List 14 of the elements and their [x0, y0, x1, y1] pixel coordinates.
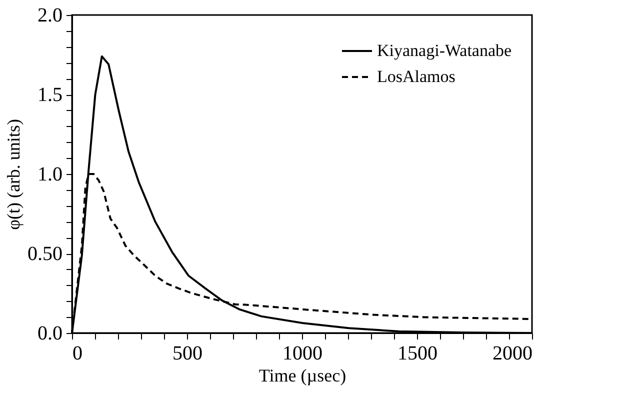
x-tick-label: 1500 [398, 342, 438, 364]
y-axis-title: φ(t) (arb. units) [4, 119, 24, 230]
y-tick-label: 0.50 [28, 243, 62, 265]
x-axis-title: Time (µsec) [258, 366, 346, 386]
y-tick-label: 1.5 [38, 84, 62, 106]
x-tick-label: 2000 [492, 342, 532, 364]
legend-label: LosAlamos [377, 67, 456, 86]
y-tick-label: 2.0 [38, 4, 62, 26]
y-tick-label: 0.0 [38, 322, 62, 344]
x-tick-label: 500 [172, 342, 202, 364]
legend-label: Kiyanagi-Watanabe [377, 41, 512, 60]
x-tick-label: 0 [72, 342, 82, 364]
y-tick-label: 1.0 [38, 164, 62, 186]
x-tick-label: 1000 [282, 342, 322, 364]
